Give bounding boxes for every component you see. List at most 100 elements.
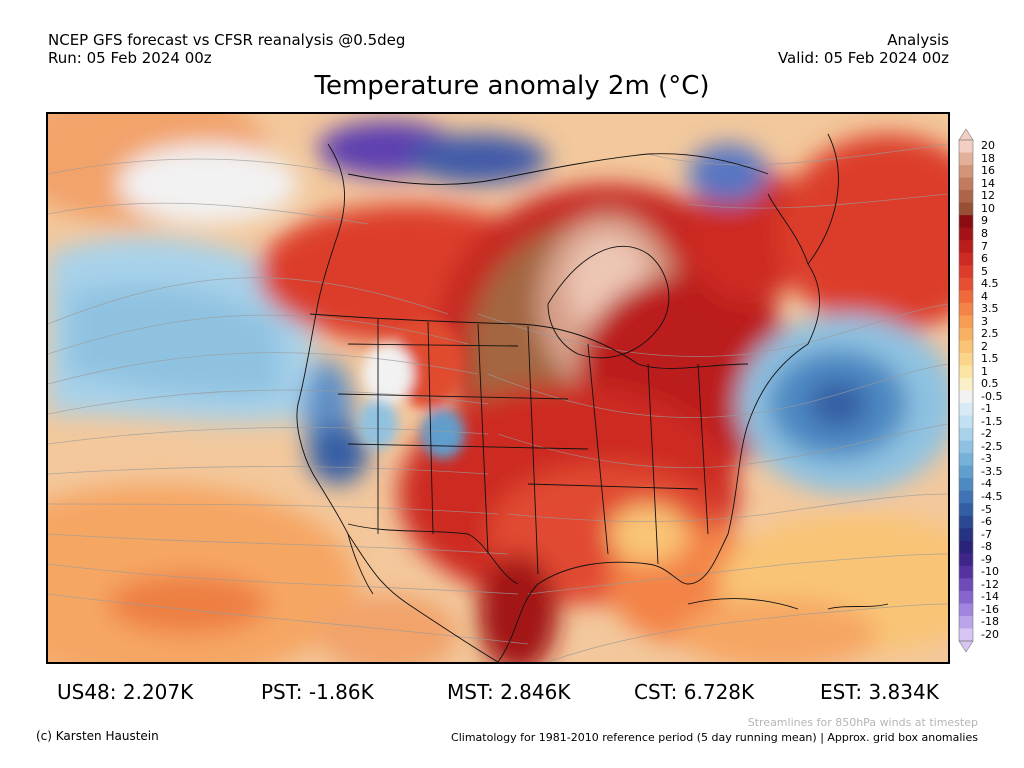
- header-right: Analysis Valid: 05 Feb 2024 00z: [778, 31, 949, 67]
- colorbar-tick-label: 1.5: [981, 352, 999, 366]
- stat-cst: CST: 6.728K: [634, 680, 755, 704]
- colorbar-tick-label: 12: [981, 189, 995, 203]
- colorbar-swatch: [959, 515, 973, 529]
- streamline-note: Streamlines for 850hPa winds at timestep: [747, 716, 978, 729]
- colorbar-swatch: [959, 340, 973, 354]
- colorbar-tick-label: -1: [981, 402, 992, 416]
- colorbar-tick-label: 18: [981, 151, 995, 165]
- stat-mst: MST: 2.846K: [447, 680, 571, 704]
- colorbar-swatch: [959, 377, 973, 391]
- stat-est: EST: 3.834K: [820, 680, 939, 704]
- temperature-anomaly-map: [46, 112, 950, 664]
- colorbar-swatch: [959, 628, 973, 642]
- colorbar-swatch: [959, 478, 973, 492]
- colorbar-tick-label: -2.5: [981, 439, 1003, 453]
- colorbar-swatch: [959, 615, 973, 629]
- colorbar-tick-label: -18: [981, 615, 999, 629]
- colorbar-swatch: [959, 165, 973, 178]
- colorbar-swatch: [959, 315, 973, 329]
- colorbar-swatch: [959, 140, 973, 153]
- colorbar-swatch: [959, 553, 973, 567]
- copyright: (c) Karsten Haustein: [36, 729, 159, 743]
- colorbar-scale: [958, 128, 974, 653]
- colorbar-tick-label: -20: [981, 627, 999, 641]
- colorbar-tick-label: 10: [981, 201, 995, 215]
- climatology-note: Climatology for 1981-2010 reference peri…: [451, 731, 978, 744]
- colorbar-tick-label: -10: [981, 565, 999, 579]
- colorbar-swatch: [959, 503, 973, 517]
- colorbar-bottom-arrow: [958, 640, 974, 653]
- colorbar-swatch: [959, 302, 973, 316]
- colorbar-tick-label: -6: [981, 515, 992, 528]
- colorbar-tick-label: -2: [981, 427, 992, 441]
- colorbar-tick-label: -7: [981, 527, 992, 541]
- colorbar-tick-label: 8: [981, 226, 988, 240]
- colorbar-swatch: [959, 352, 973, 366]
- colorbar-tick-label: -0.5: [981, 389, 1003, 403]
- colorbar-tick-label: 2: [981, 339, 988, 353]
- stat-us48: US48: 2.207K: [57, 680, 194, 704]
- colorbar-tick-label: 3: [981, 314, 988, 328]
- colorbar-swatch: [959, 603, 973, 617]
- colorbar-tick-label: 9: [981, 214, 988, 228]
- anomaly-field: [48, 114, 948, 662]
- colorbar-tick-label: 16: [981, 164, 995, 178]
- colorbar-swatch: [959, 403, 973, 416]
- colorbar-tick-label: 14: [981, 176, 995, 190]
- colorbar-tick-label: 7: [981, 239, 988, 253]
- colorbar-swatch: [959, 202, 973, 216]
- colorbar-tick-label: 5: [981, 264, 988, 278]
- colorbar-tick-label: -12: [981, 577, 999, 591]
- colorbar-tick-label: 0.5: [981, 377, 999, 391]
- colorbar-swatch: [959, 277, 973, 291]
- colorbar-swatch: [959, 590, 973, 604]
- header-left: NCEP GFS forecast vs CFSR reanalysis @0.…: [48, 31, 405, 67]
- colorbar-tick-label: 3.5: [981, 302, 999, 316]
- colorbar-swatch: [959, 190, 973, 204]
- model-description: NCEP GFS forecast vs CFSR reanalysis @0.…: [48, 31, 406, 49]
- colorbar-tick-label: 4: [981, 289, 988, 303]
- colorbar-swatch: [959, 465, 973, 479]
- colorbar-tick-label: -1.5: [981, 414, 1003, 428]
- colorbar-tick-label: -5: [981, 502, 992, 516]
- colorbar-swatch: [959, 390, 973, 404]
- colorbar: [958, 128, 1024, 653]
- colorbar-tick-label: -14: [981, 590, 999, 604]
- colorbar-swatch: [959, 252, 973, 266]
- colorbar-swatch: [959, 540, 973, 554]
- colorbar-tick-label: -16: [981, 602, 999, 616]
- colorbar-tick-label: 4.5: [981, 277, 999, 290]
- colorbar-swatch: [959, 177, 973, 191]
- colorbar-tick-label: 6: [981, 252, 988, 265]
- regional-anomaly-stats: US48: 2.207K PST: -1.86K MST: 2.846K CST…: [0, 680, 1024, 708]
- colorbar-border: [958, 139, 974, 642]
- colorbar-swatch: [959, 240, 973, 254]
- colorbar-swatch: [959, 227, 973, 241]
- colorbar-swatch: [959, 327, 973, 341]
- colorbar-swatch: [959, 453, 973, 467]
- stat-pst: PST: -1.86K: [261, 680, 374, 704]
- colorbar-tick-label: 1: [981, 364, 988, 378]
- wind-streamlines: [48, 143, 948, 662]
- colorbar-swatch: [959, 578, 973, 592]
- colorbar-tick-label: -3: [981, 452, 992, 466]
- colorbar-swatch: [959, 215, 973, 229]
- coastlines-and-borders: [296, 133, 889, 662]
- colorbar-swatch: [959, 528, 973, 542]
- valid-time: Valid: 05 Feb 2024 00z: [777, 49, 949, 67]
- colorbar-tick-label: -4: [981, 477, 992, 491]
- colorbar-swatch: [959, 490, 973, 504]
- colorbar-tick-label: 20: [981, 139, 995, 153]
- colorbar-tick-label: -9: [981, 552, 992, 566]
- colorbar-swatch: [959, 565, 973, 579]
- analysis-label: Analysis: [887, 31, 949, 49]
- map-title: Temperature anomaly 2m (°C): [314, 71, 710, 101]
- colorbar-tick-label: -3.5: [981, 464, 1003, 478]
- colorbar-swatch: [959, 290, 973, 304]
- colorbar-swatch: [959, 428, 973, 441]
- colorbar-tick-label: 2.5: [981, 327, 999, 341]
- colorbar-swatch: [959, 152, 973, 166]
- colorbar-swatch: [959, 365, 973, 379]
- map-canvas: [48, 114, 948, 662]
- colorbar-swatch: [959, 415, 973, 429]
